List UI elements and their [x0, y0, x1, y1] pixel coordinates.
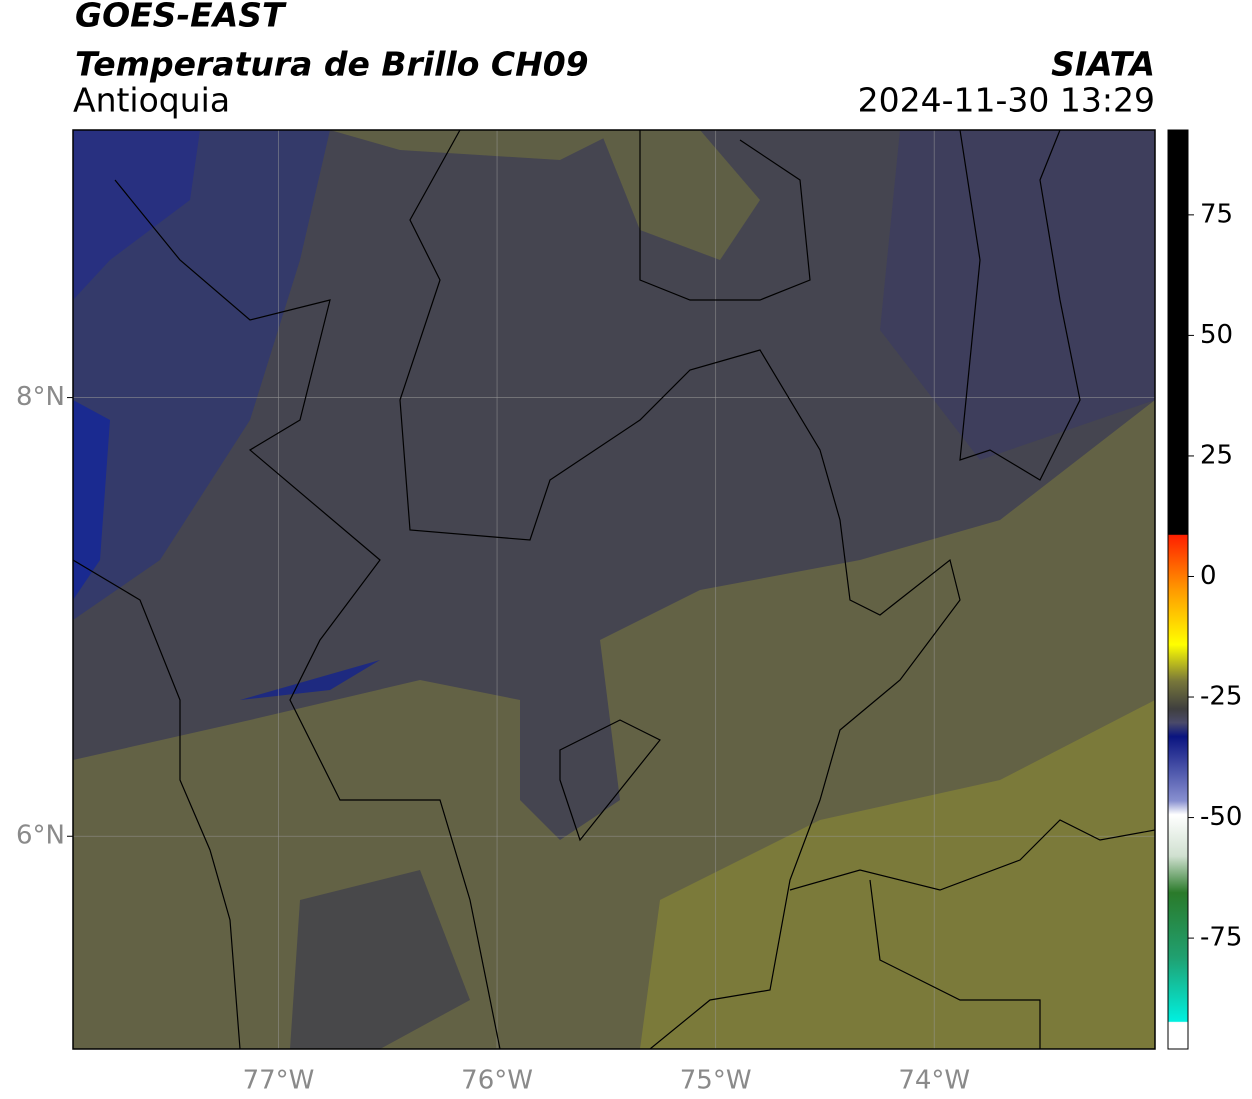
- colorbar-tick-label: 25: [1200, 440, 1233, 470]
- colorbar-tick-label: -25: [1200, 682, 1242, 712]
- x-tick-label: 75°W: [680, 1066, 752, 1096]
- subtitle: Temperatura de Brillo CH09: [75, 45, 589, 84]
- region: Antioquia: [73, 81, 230, 120]
- colorbar-tick-label: 0: [1200, 561, 1217, 591]
- colorbar: [1167, 129, 1189, 1050]
- colorbar-tick-label: -75: [1200, 923, 1242, 953]
- timestamp: 2024-11-30 13:29: [858, 81, 1155, 120]
- map-frame: [72, 129, 1156, 1050]
- source: SIATA: [1051, 45, 1155, 84]
- x-tick-label: 74°W: [898, 1066, 970, 1096]
- colorbar-tick-label: 50: [1200, 320, 1233, 350]
- x-tick-label: 76°W: [461, 1066, 533, 1096]
- x-tick-label: 77°W: [243, 1066, 315, 1096]
- colorbar-tick-label: 75: [1200, 199, 1233, 229]
- colorbar-tick-label: -50: [1200, 802, 1242, 832]
- title: GOES-EAST: [75, 0, 287, 35]
- y-tick-label: 8°N: [16, 382, 65, 412]
- map-field: [73, 130, 1155, 1049]
- borders: [73, 130, 1155, 1049]
- y-tick-label: 6°N: [16, 821, 65, 851]
